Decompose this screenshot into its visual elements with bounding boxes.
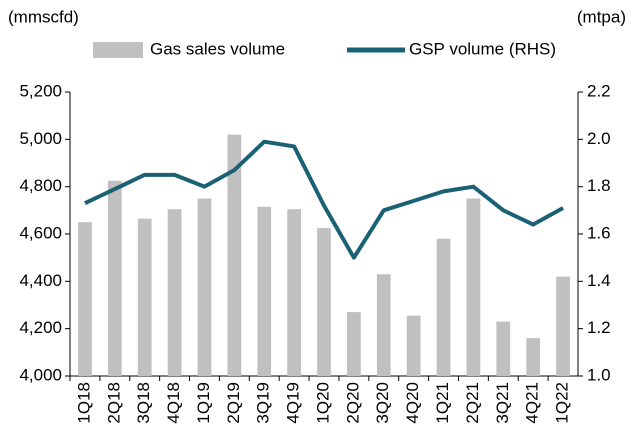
bar bbox=[197, 198, 212, 376]
y2-tick-label: 2.0 bbox=[587, 129, 611, 148]
bar bbox=[78, 222, 92, 376]
x-tick-label: 3Q18 bbox=[134, 382, 153, 424]
x-tick-label: 2Q21 bbox=[463, 382, 482, 424]
x-tick-label: 4Q18 bbox=[164, 382, 183, 424]
x-tick-label: 2Q20 bbox=[343, 382, 362, 424]
y2-tick-label: 1.2 bbox=[587, 318, 611, 337]
y-tick-label: 4,200 bbox=[19, 318, 62, 337]
legend-swatch bbox=[93, 42, 143, 58]
bar bbox=[526, 338, 541, 376]
y2-tick-label: 1.0 bbox=[587, 365, 611, 384]
y2-axis-label: (mtpa) bbox=[577, 7, 626, 26]
x-tick-label: 2Q19 bbox=[224, 382, 243, 424]
y2-tick-label: 1.6 bbox=[587, 223, 611, 242]
y2-tick-label: 1.8 bbox=[587, 176, 611, 195]
y2-tick-label: 2.2 bbox=[587, 81, 611, 100]
x-tick-label: 3Q20 bbox=[373, 382, 392, 424]
y-tick-label: 4,800 bbox=[19, 176, 62, 195]
y-tick-label: 4,000 bbox=[19, 365, 62, 384]
line bbox=[84, 139, 565, 260]
x-tick-label: 1Q20 bbox=[313, 382, 332, 424]
bar bbox=[556, 276, 570, 376]
bar bbox=[436, 238, 451, 376]
x-tick-label: 4Q19 bbox=[284, 382, 303, 424]
bar bbox=[107, 180, 122, 376]
x-tick-label: 1Q21 bbox=[433, 382, 452, 424]
bar bbox=[347, 312, 361, 376]
y-tick-label: 4,400 bbox=[19, 271, 62, 290]
x-tick-label: 3Q19 bbox=[254, 382, 273, 424]
bar bbox=[287, 209, 301, 376]
x-tick-label: 1Q19 bbox=[194, 382, 213, 424]
x-tick-label: 3Q21 bbox=[493, 382, 512, 424]
bar bbox=[167, 209, 182, 376]
bar bbox=[137, 218, 152, 376]
bar bbox=[376, 274, 391, 376]
x-tick-label: 2Q18 bbox=[104, 382, 123, 424]
bar bbox=[257, 206, 272, 376]
x-tick-label: 4Q21 bbox=[523, 382, 542, 424]
x-tick-label: 1Q18 bbox=[74, 382, 93, 424]
y-tick-label: 5,000 bbox=[19, 129, 62, 148]
x-tick-label: 1Q22 bbox=[553, 382, 572, 424]
legend-label: GSP volume (RHS) bbox=[409, 39, 556, 58]
bar bbox=[227, 134, 242, 376]
bar bbox=[406, 315, 421, 376]
legend-label: Gas sales volume bbox=[150, 39, 285, 58]
x-tick-label: 4Q20 bbox=[403, 382, 422, 424]
y-axis-label: (mmscfd) bbox=[8, 7, 79, 26]
bar bbox=[466, 198, 481, 376]
bar bbox=[317, 228, 331, 376]
y-tick-label: 5,200 bbox=[19, 81, 62, 100]
y-tick-label: 4,600 bbox=[19, 223, 62, 242]
y2-tick-label: 1.4 bbox=[587, 271, 611, 290]
bar bbox=[496, 321, 511, 376]
